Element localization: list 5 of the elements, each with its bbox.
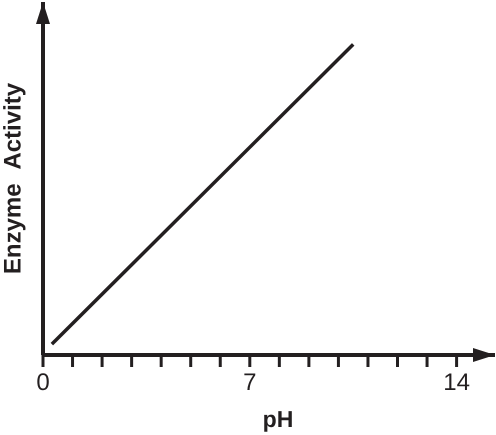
- x-axis-title: pH: [262, 406, 294, 432]
- x-tick-label: 7: [243, 369, 256, 396]
- x-tick-label: 0: [36, 369, 50, 396]
- y-axis-title: Enzyme Activity: [0, 82, 26, 274]
- x-tick-label: 14: [443, 369, 470, 396]
